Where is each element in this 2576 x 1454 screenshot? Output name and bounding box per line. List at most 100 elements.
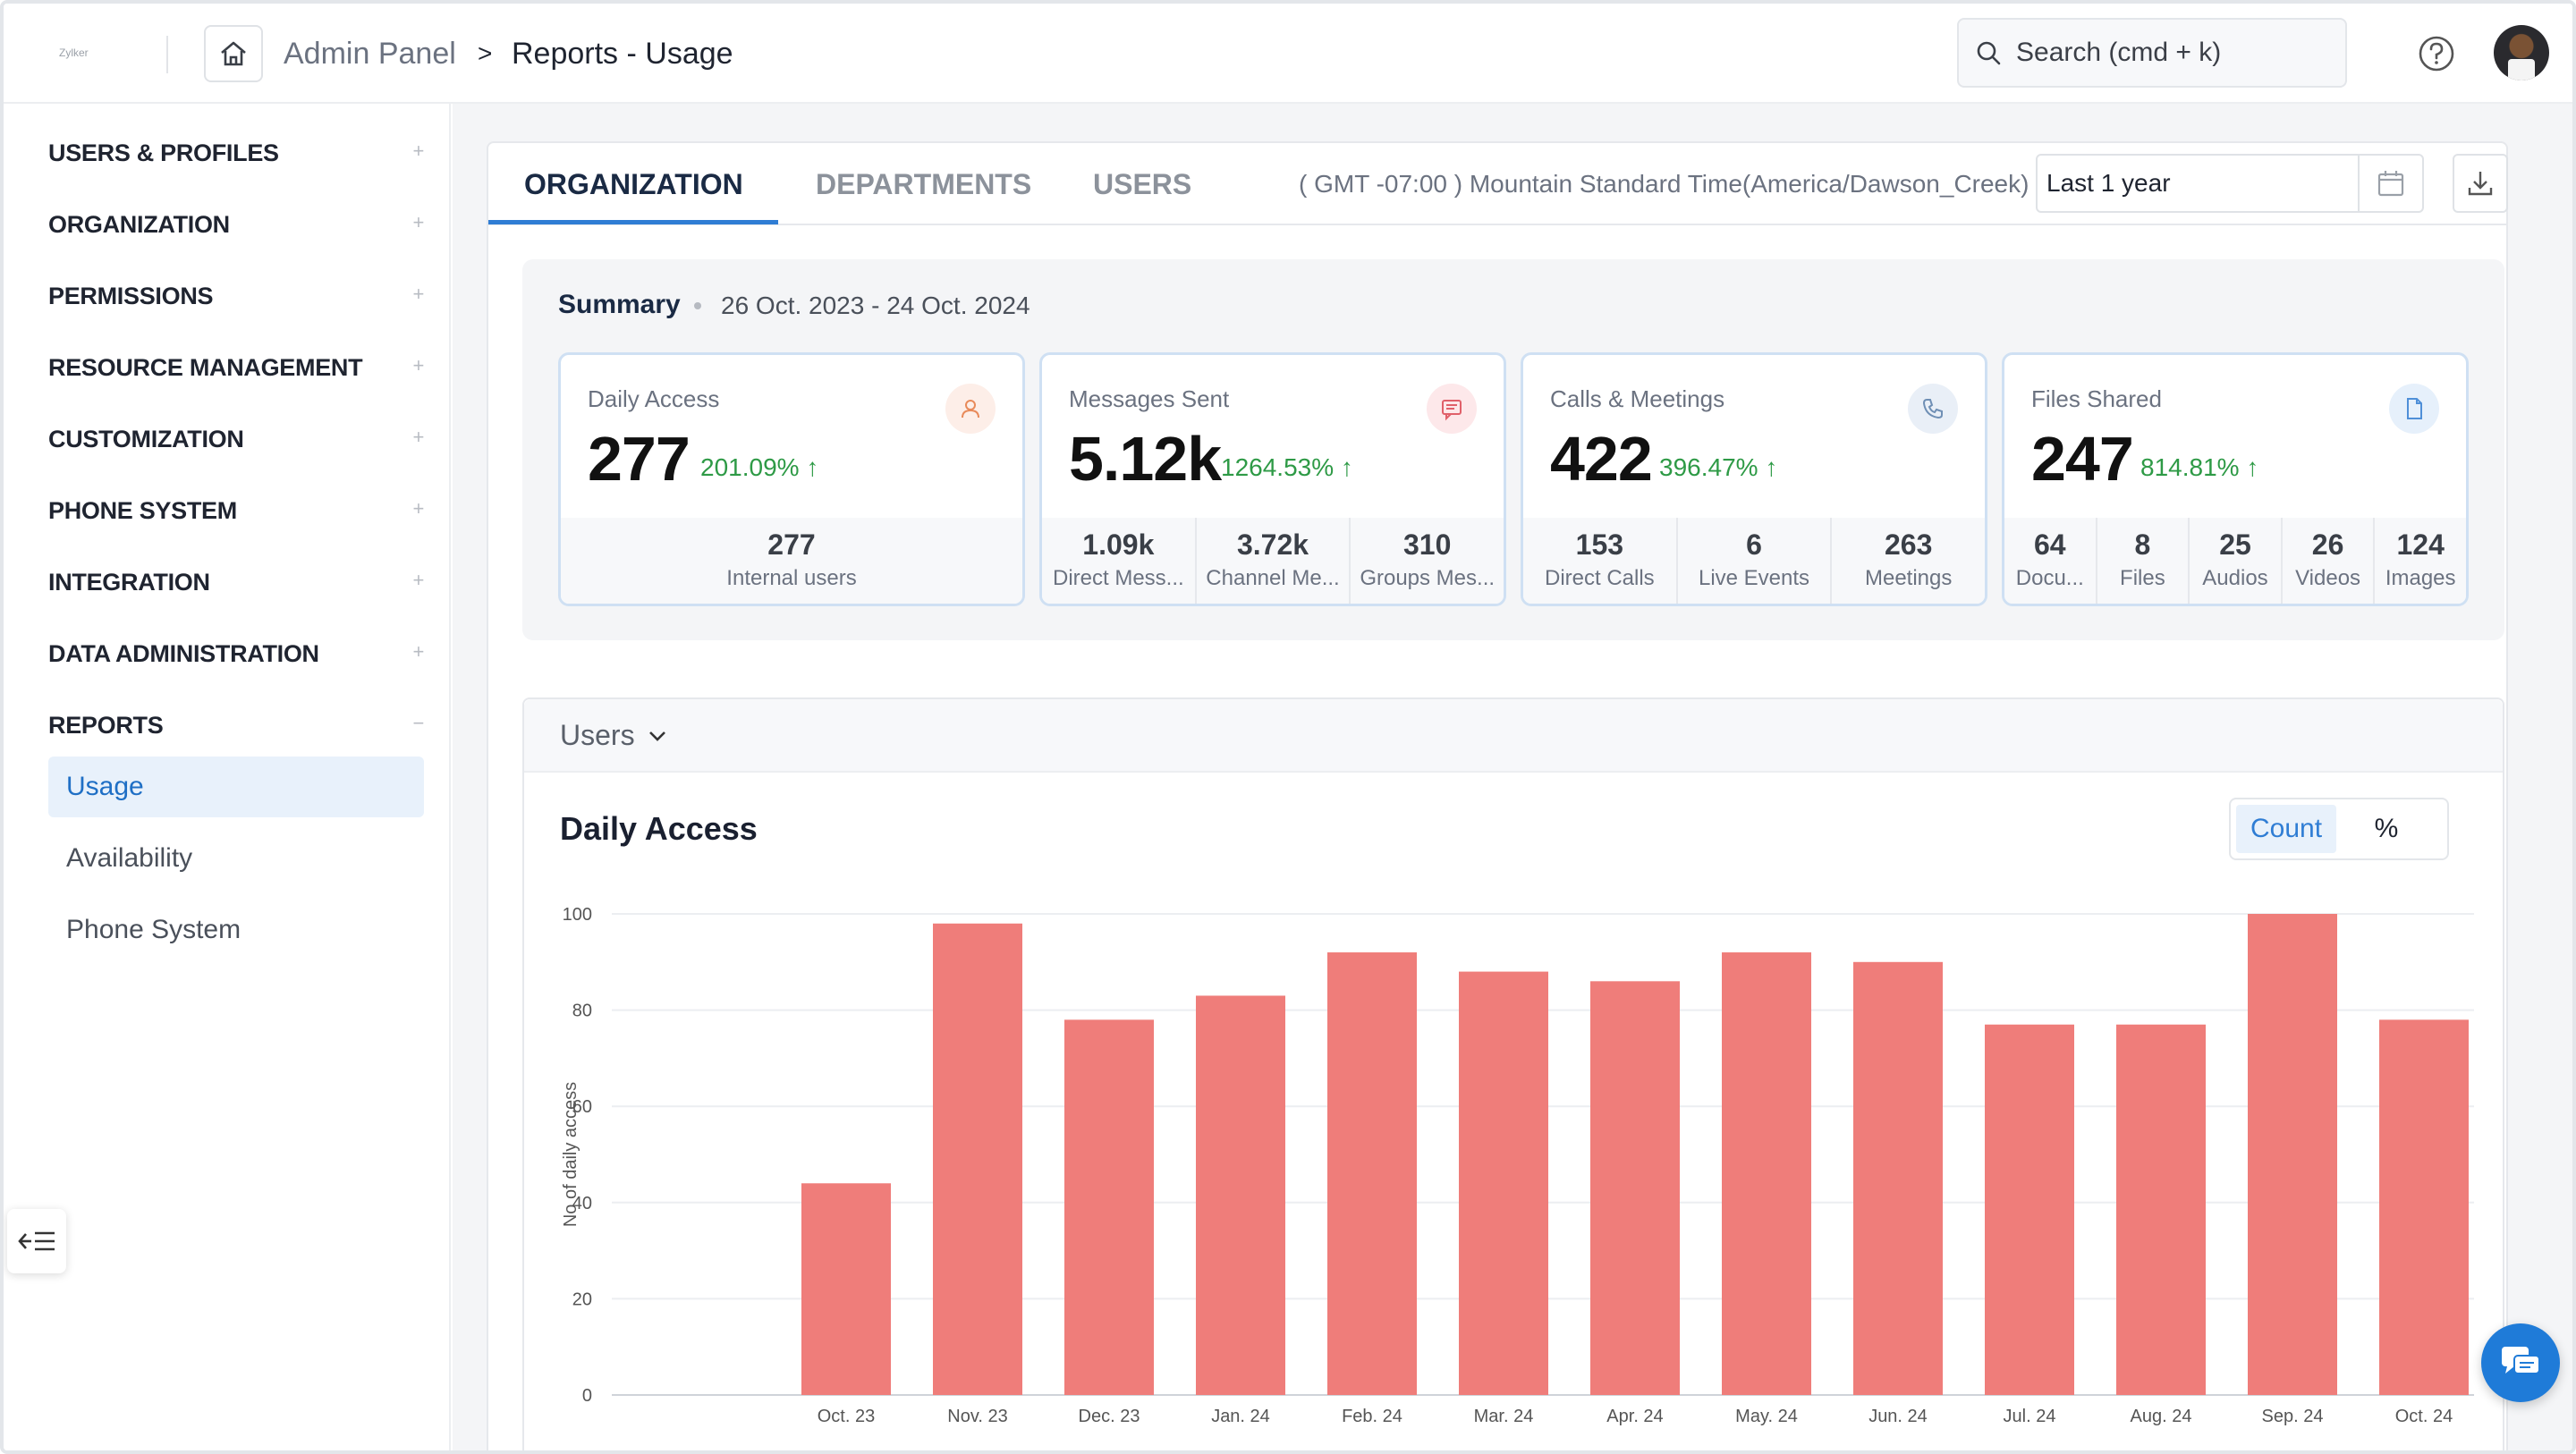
bar	[1853, 961, 1943, 1395]
tab-organization[interactable]: ORGANIZATION	[524, 168, 743, 200]
breakdown-item: 6 Live Events	[1675, 518, 1831, 604]
sidebar-item-data-administration[interactable]: DATA ADMINISTRATION +	[48, 640, 424, 676]
tab-bar: ORGANIZATION DEPARTMENTS USERS ( GMT -07…	[488, 143, 2508, 225]
sidebar-item-phone-system-report[interactable]: Phone System	[66, 915, 242, 944]
tab-users[interactable]: USERS	[1093, 168, 1192, 200]
sidebar-item-label: INTEGRATION	[48, 569, 210, 596]
sidebar-item-resource-management[interactable]: RESOURCE MANAGEMENT +	[48, 354, 424, 390]
breakdown-item: 277 Internal users	[561, 518, 1022, 604]
separator-dot	[694, 302, 701, 309]
sidebar-item-permissions[interactable]: PERMISSIONS +	[48, 283, 424, 318]
sidebar-item-users-profiles[interactable]: USERS & PROFILES +	[48, 139, 424, 175]
breakdown-label: Groups Mes...	[1360, 566, 1496, 590]
expand-icon[interactable]: +	[412, 640, 424, 663]
x-tick-label: Oct. 24	[2395, 1407, 2453, 1426]
sidebar-item-customization[interactable]: CUSTOMIZATION +	[48, 426, 424, 461]
expand-icon[interactable]: +	[412, 354, 424, 376]
y-tick-label: 60	[572, 1097, 592, 1117]
collapse-sidebar-button[interactable]	[7, 1209, 66, 1273]
y-tick-label: 100	[563, 905, 592, 925]
chat-button[interactable]	[2481, 1323, 2560, 1402]
bar	[1985, 1024, 2074, 1395]
expand-icon[interactable]: +	[412, 139, 424, 162]
breakdown-value: 25	[2219, 528, 2251, 561]
sidebar-item-usage[interactable]: Usage	[48, 757, 424, 817]
users-dropdown-label: Users	[560, 719, 635, 751]
bar	[2248, 914, 2337, 1395]
collapse-icon[interactable]: −	[412, 712, 424, 734]
breakdown-value: 1.09k	[1082, 528, 1155, 561]
breakdown-value: 64	[2034, 528, 2066, 561]
bar	[2116, 1024, 2206, 1395]
sidebar-item-label: DATA ADMINISTRATION	[48, 640, 319, 667]
sidebar-item-availability[interactable]: Availability	[66, 843, 193, 873]
report-card: ORGANIZATION DEPARTMENTS USERS ( GMT -07…	[487, 141, 2508, 1450]
arrow-up-icon: ↑	[2246, 453, 2259, 481]
date-range-picker[interactable]: Last 1 year	[2036, 154, 2424, 213]
help-icon	[2419, 36, 2454, 72]
y-tick-label: 20	[572, 1289, 592, 1309]
x-tick-label: Jul. 24	[2004, 1407, 2056, 1426]
stat-card-daily-access[interactable]: Daily Access 277 201.09% ↑ 277 Internal u…	[558, 352, 1025, 606]
x-tick-label: Dec. 23	[1079, 1407, 1140, 1426]
home-button[interactable]	[204, 25, 263, 82]
expand-icon[interactable]: +	[412, 283, 424, 305]
help-button[interactable]	[2417, 34, 2456, 78]
sidebar-item-phone-system[interactable]: PHONE SYSTEM +	[48, 497, 424, 533]
growth-percent: 396.47%	[1659, 453, 1758, 481]
expand-icon[interactable]: +	[412, 497, 424, 520]
calendar-button[interactable]	[2358, 156, 2422, 211]
stat-growth: 814.81% ↑	[2140, 453, 2258, 482]
x-tick-label: Jan. 24	[1211, 1407, 1270, 1426]
header-divider	[166, 36, 168, 73]
x-tick-label: Aug. 24	[2131, 1407, 2192, 1426]
bar	[801, 1183, 891, 1395]
tab-departments[interactable]: DEPARTMENTS	[816, 168, 1032, 200]
file-icon	[2389, 384, 2439, 434]
stat-card-files-shared[interactable]: Files Shared 247 814.81% ↑ 64 Docu... 8 Fi…	[2002, 352, 2469, 606]
breakdown-item: 8 Files	[2095, 518, 2189, 604]
sidebar-item-label: ORGANIZATION	[48, 211, 230, 238]
toggle-percent[interactable]: %	[2374, 814, 2399, 843]
download-button[interactable]	[2453, 154, 2508, 213]
summary-section: Summary 26 Oct. 2023 - 24 Oct. 2024 Dail…	[522, 259, 2504, 640]
bar	[1064, 1019, 1154, 1395]
stat-label: Calls & Meetings	[1550, 385, 1725, 412]
breakdown-label: Direct Calls	[1544, 566, 1655, 590]
stat-breakdown: 277 Internal users	[561, 518, 1022, 604]
toggle-count[interactable]: Count	[2236, 805, 2336, 853]
search-input[interactable]: Search (cmd + k)	[1957, 18, 2347, 88]
breakdown-value: 310	[1402, 528, 1452, 561]
breakdown-item: 3.72k Channel Me...	[1194, 518, 1350, 604]
stat-breakdown: 1.09k Direct Mess... 3.72k Channel Me... 3…	[1042, 518, 1504, 604]
stat-label: Messages Sent	[1069, 385, 1230, 412]
stat-breakdown: 153 Direct Calls 6 Live Events 263 Meetings	[1523, 518, 1985, 604]
users-dropdown[interactable]: Users	[560, 719, 667, 752]
sidebar-item-reports[interactable]: REPORTS −	[48, 712, 424, 748]
y-tick-label: 0	[582, 1386, 592, 1406]
expand-icon[interactable]: +	[412, 211, 424, 233]
sidebar-item-label: PERMISSIONS	[48, 283, 214, 309]
x-tick-label: Jun. 24	[1868, 1407, 1928, 1426]
app-logo[interactable]: Zylker	[59, 46, 89, 59]
search-placeholder: Search (cmd + k)	[2016, 38, 2222, 67]
stat-label: Files Shared	[2031, 385, 2162, 412]
sidebar-item-label: REPORTS	[48, 712, 164, 739]
breakdown-label: Meetings	[1864, 566, 1953, 590]
avatar[interactable]	[2494, 25, 2549, 80]
stat-growth: 201.09% ↑	[700, 453, 818, 482]
stat-card-calls-meetings[interactable]: Calls & Meetings 422 396.47% ↑ 153 Direct…	[1521, 352, 1987, 606]
expand-icon[interactable]: +	[412, 569, 424, 591]
main-content: ORGANIZATION DEPARTMENTS USERS ( GMT -07…	[453, 104, 2572, 1450]
breadcrumb-root[interactable]: Admin Panel	[284, 37, 456, 71]
count-percent-toggle: Count %	[2229, 798, 2449, 860]
users-panel: Users Daily Access Count % 0 20 40 60 80 100 N…	[522, 697, 2504, 1450]
expand-icon[interactable]: +	[412, 426, 424, 448]
stat-card-messages-sent[interactable]: Messages Sent 5.12k 1264.53% ↑ 1.09k Dire…	[1039, 352, 1506, 606]
sidebar-item-label: CUSTOMIZATION	[48, 426, 244, 452]
sidebar-item-integration[interactable]: INTEGRATION +	[48, 569, 424, 604]
date-range-value[interactable]: Last 1 year	[2046, 169, 2171, 197]
bar	[1459, 971, 1548, 1395]
sidebar-item-organization[interactable]: ORGANIZATION +	[48, 211, 424, 247]
breakdown-item: 26 Videos	[2280, 518, 2374, 604]
